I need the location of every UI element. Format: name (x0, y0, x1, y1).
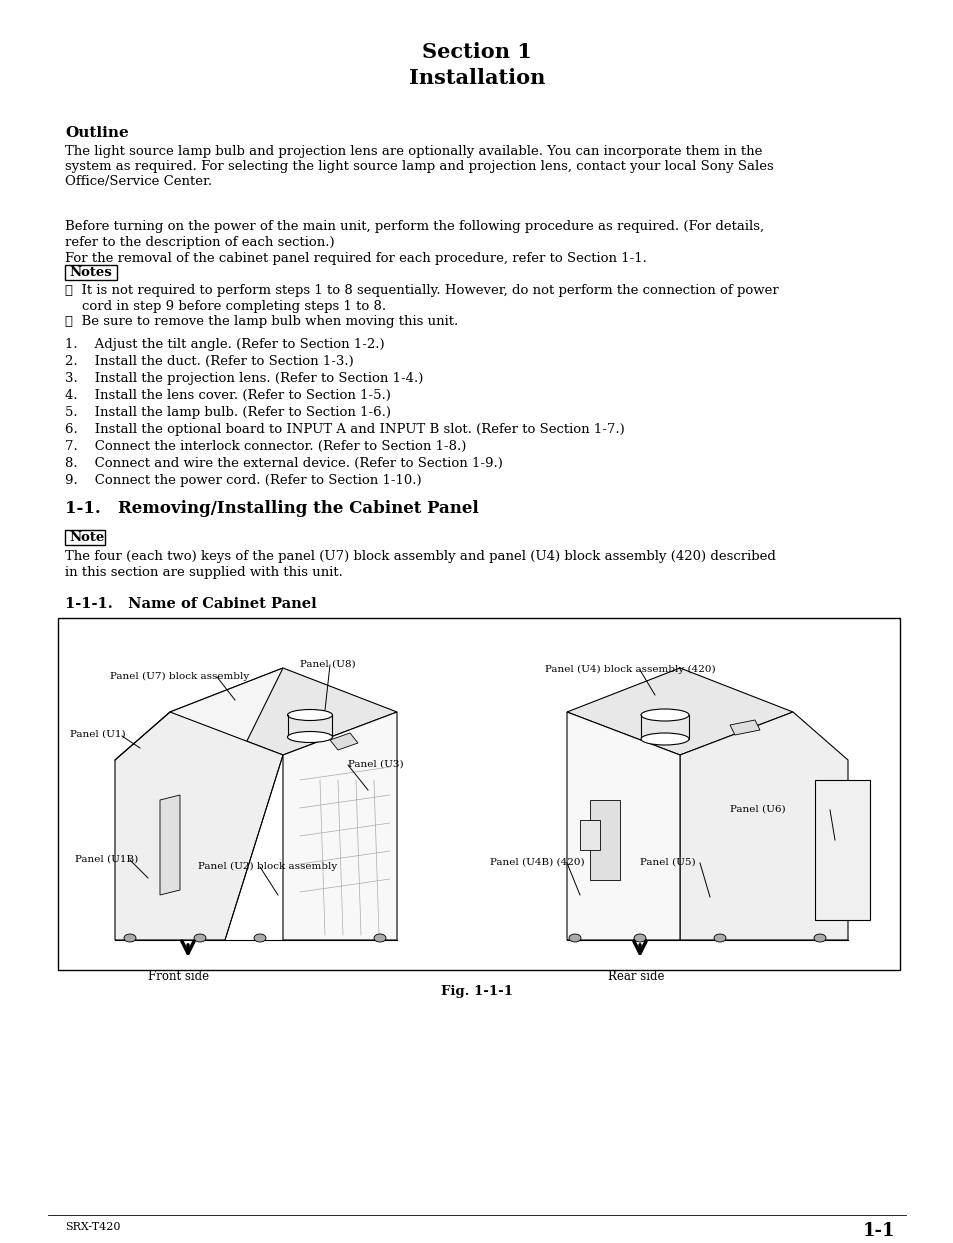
Text: Panel (U1): Panel (U1) (70, 730, 126, 740)
Text: 1.    Adjust the tilt angle. (Refer to Section 1-2.): 1. Adjust the tilt angle. (Refer to Sect… (65, 338, 384, 351)
Text: Notes: Notes (69, 266, 112, 278)
Text: 4.    Install the lens cover. (Refer to Section 1-5.): 4. Install the lens cover. (Refer to Sec… (65, 389, 391, 401)
Text: refer to the description of each section.): refer to the description of each section… (65, 236, 335, 249)
Text: Office/Service Center.: Office/Service Center. (65, 175, 212, 188)
Text: Rear side: Rear side (607, 970, 664, 983)
Polygon shape (679, 712, 847, 940)
Text: Panel (U4B) (420): Panel (U4B) (420) (490, 858, 584, 868)
Polygon shape (283, 712, 396, 940)
Ellipse shape (374, 933, 386, 942)
Text: cord in step 9 before completing steps 1 to 8.: cord in step 9 before completing steps 1… (65, 300, 386, 313)
Ellipse shape (124, 933, 136, 942)
Text: Panel (U1B): Panel (U1B) (75, 855, 138, 864)
Text: 6.    Install the optional board to INPUT A and INPUT B slot. (Refer to Section : 6. Install the optional board to INPUT A… (65, 423, 624, 436)
Text: Outline: Outline (65, 126, 129, 140)
Polygon shape (330, 733, 357, 750)
Polygon shape (120, 667, 283, 910)
Text: 1-1-1.   Name of Cabinet Panel: 1-1-1. Name of Cabinet Panel (65, 597, 316, 612)
Text: ・  It is not required to perform steps 1 to 8 sequentially. However, do not perf: ・ It is not required to perform steps 1 … (65, 283, 778, 297)
Text: SRX-T420: SRX-T420 (65, 1222, 120, 1232)
Ellipse shape (813, 933, 825, 942)
Text: The light source lamp bulb and projection lens are optionally available. You can: The light source lamp bulb and projectio… (65, 145, 761, 158)
Text: Before turning on the power of the main unit, perform the following procedure as: Before turning on the power of the main … (65, 220, 763, 232)
Text: 3.    Install the projection lens. (Refer to Section 1-4.): 3. Install the projection lens. (Refer t… (65, 372, 423, 385)
Text: Panel (U3): Panel (U3) (348, 759, 403, 769)
Ellipse shape (287, 731, 333, 742)
Text: The four (each two) keys of the panel (U7) block assembly and panel (U4) block a: The four (each two) keys of the panel (U… (65, 549, 775, 563)
Text: Panel (U4) block assembly (420): Panel (U4) block assembly (420) (544, 665, 715, 674)
Text: ・  Be sure to remove the lamp bulb when moving this unit.: ・ Be sure to remove the lamp bulb when m… (65, 314, 457, 328)
Ellipse shape (713, 933, 725, 942)
Bar (65, 265, 117, 280)
Text: Panel (U6): Panel (U6) (729, 805, 785, 814)
Ellipse shape (253, 933, 266, 942)
Ellipse shape (287, 710, 333, 721)
Ellipse shape (193, 933, 206, 942)
Polygon shape (729, 720, 760, 735)
Text: system as required. For selecting the light source lamp and projection lens, con: system as required. For selecting the li… (65, 160, 773, 173)
Text: Panel (U5): Panel (U5) (639, 858, 695, 868)
Text: Panel (U2) block assembly: Panel (U2) block assembly (198, 861, 337, 871)
Ellipse shape (634, 933, 645, 942)
Polygon shape (566, 712, 679, 940)
Text: 5.    Install the lamp bulb. (Refer to Section 1-6.): 5. Install the lamp bulb. (Refer to Sect… (65, 406, 391, 419)
Text: Panel (U8): Panel (U8) (299, 660, 355, 669)
Text: Fig. 1-1-1: Fig. 1-1-1 (440, 984, 513, 998)
Text: 8.    Connect and wire the external device. (Refer to Section 1-9.): 8. Connect and wire the external device.… (65, 457, 502, 470)
Text: Installation: Installation (409, 68, 544, 88)
Ellipse shape (568, 933, 580, 942)
Text: Front side: Front side (148, 970, 209, 983)
Polygon shape (115, 712, 283, 940)
Polygon shape (579, 820, 599, 850)
Text: 1-1: 1-1 (862, 1222, 894, 1241)
Polygon shape (566, 667, 792, 755)
Text: 7.    Connect the interlock connector. (Refer to Section 1-8.): 7. Connect the interlock connector. (Ref… (65, 440, 466, 452)
Bar (58, 618, 899, 970)
Text: 9.    Connect the power cord. (Refer to Section 1-10.): 9. Connect the power cord. (Refer to Sec… (65, 474, 421, 487)
Ellipse shape (640, 709, 688, 721)
Polygon shape (170, 667, 396, 755)
Text: Note: Note (69, 531, 104, 544)
Polygon shape (814, 781, 869, 920)
Text: For the removal of the cabinet panel required for each procedure, refer to Secti: For the removal of the cabinet panel req… (65, 252, 646, 265)
Polygon shape (589, 800, 619, 880)
Text: Panel (U7) block assembly: Panel (U7) block assembly (110, 672, 249, 681)
Text: in this section are supplied with this unit.: in this section are supplied with this u… (65, 566, 342, 579)
Text: Section 1: Section 1 (421, 42, 532, 62)
Text: 1-1.   Removing/Installing the Cabinet Panel: 1-1. Removing/Installing the Cabinet Pan… (65, 500, 478, 517)
Text: 2.    Install the duct. (Refer to Section 1-3.): 2. Install the duct. (Refer to Section 1… (65, 355, 354, 368)
Polygon shape (160, 796, 180, 895)
Bar (65, 530, 105, 544)
Ellipse shape (640, 733, 688, 745)
